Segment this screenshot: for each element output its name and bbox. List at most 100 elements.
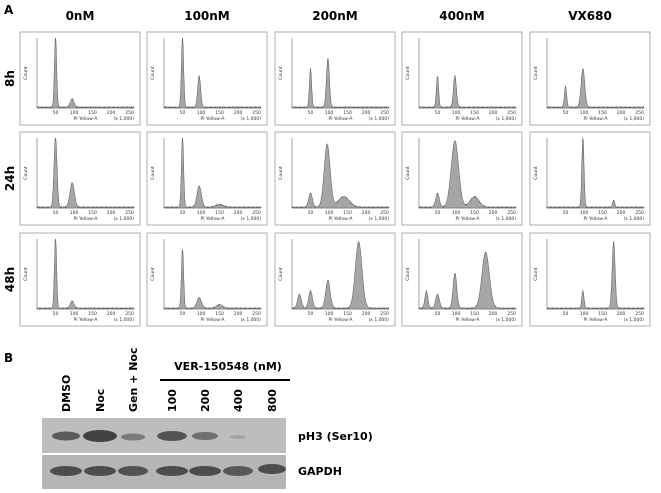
y-axis-label: Count (405, 66, 411, 80)
histogram-panel: 50 100 150 200 250 PI Yellow-A (x 1,000) Count (401, 31, 523, 126)
x-tick-label: 250 (380, 210, 389, 216)
x-scale-note: (x 1,000) (241, 317, 262, 323)
column-header: 0nM (66, 9, 95, 23)
x-tick-label: 50 (180, 311, 186, 317)
x-scale-note: (x 1,000) (496, 317, 517, 323)
x-tick-label: 250 (507, 311, 516, 317)
x-tick-label: 100 (452, 210, 461, 216)
x-tick-label: 50 (563, 311, 569, 317)
x-tick-label: 100 (580, 210, 589, 216)
panel-frame (19, 131, 141, 226)
blot-label: pH3 (Ser10) (298, 430, 373, 443)
x-scale-note: (x 1,000) (241, 116, 262, 122)
x-axis-label: PI Yellow-A (201, 216, 226, 222)
histogram-panel: 50 100 150 200 250 PI Yellow-A (x 1,000) Count (529, 31, 651, 126)
x-tick-label: 50 (308, 110, 314, 116)
y-axis-label: Count (533, 267, 539, 281)
panel-frame (401, 232, 523, 327)
panel-frame (529, 31, 651, 126)
x-tick-label: 200 (489, 110, 498, 116)
x-tick-label: 100 (70, 210, 79, 216)
histogram (418, 140, 517, 209)
x-tick-label: 50 (435, 110, 441, 116)
row-header: 24h (3, 166, 17, 191)
histogram (418, 75, 517, 109)
y-axis-label: Count (150, 267, 156, 281)
panel-frame (529, 131, 651, 226)
x-tick-label: 250 (635, 210, 644, 216)
histogram (36, 37, 135, 109)
x-scale-note: (x 1,000) (369, 317, 390, 323)
x-tick-label: 250 (252, 110, 261, 116)
histogram-panel: 50 100 150 200 250 PI Yellow-A (x 1,000) Count (146, 131, 268, 226)
panel-frame (19, 31, 141, 126)
histogram (546, 241, 645, 310)
row-header: 48h (3, 267, 17, 292)
x-tick-label: 50 (53, 210, 59, 216)
panel-frame (274, 31, 396, 126)
x-tick-label: 250 (125, 110, 134, 116)
histogram-panel: 50 100 150 200 250 PI Yellow-A (x 1,000) Count (19, 131, 141, 226)
x-axis-label: PI Yellow-A (74, 216, 99, 222)
lane-label: Noc (94, 389, 107, 412)
x-tick-label: 200 (107, 311, 116, 317)
x-scale-note: (x 1,000) (624, 216, 645, 222)
histogram-panel: 50 100 150 200 250 PI Yellow-A (x 1,000) Count (274, 131, 396, 226)
x-axis-label: PI Yellow-A (584, 317, 609, 323)
x-tick-label: 100 (452, 110, 461, 116)
histogram-panel: 50 100 150 200 250 PI Yellow-A (x 1,000) Count (401, 131, 523, 226)
lane-label: 400 (232, 389, 245, 412)
y-axis-label: Count (533, 166, 539, 180)
x-tick-label: 200 (489, 311, 498, 317)
x-axis-label: PI Yellow-A (456, 317, 481, 323)
x-tick-label: 100 (580, 110, 589, 116)
x-tick-label: 250 (252, 311, 261, 317)
x-tick-label: 100 (70, 311, 79, 317)
x-tick-label: 100 (197, 110, 206, 116)
lane-label: 800 (266, 389, 279, 412)
histogram (36, 137, 135, 209)
histogram (36, 238, 135, 310)
x-tick-label: 100 (197, 210, 206, 216)
bands (50, 430, 286, 476)
histogram (291, 240, 390, 310)
histogram (163, 249, 262, 310)
histogram-panel: 50 100 150 200 250 PI Yellow-A (x 1,000) Count (146, 232, 268, 327)
row-header: 8h (3, 70, 17, 87)
panel-label: A (4, 3, 14, 17)
panel-frame (401, 131, 523, 226)
x-tick-label: 150 (88, 210, 97, 216)
x-axis-label: PI Yellow-A (329, 317, 354, 323)
panel-frame (146, 232, 268, 327)
x-scale-note: (x 1,000) (624, 317, 645, 323)
x-scale-note: (x 1,000) (496, 216, 517, 222)
x-tick-label: 250 (507, 210, 516, 216)
x-axis-label: PI Yellow-A (329, 116, 354, 122)
treatment-label: VER-150548 (nM) (174, 360, 282, 373)
x-tick-label: 50 (180, 210, 186, 216)
x-tick-label: 50 (180, 110, 186, 116)
x-tick-label: 200 (362, 110, 371, 116)
x-scale-note: (x 1,000) (114, 116, 135, 122)
column-header: VX680 (568, 9, 612, 23)
x-tick-label: 150 (88, 110, 97, 116)
x-tick-label: 50 (53, 311, 59, 317)
x-axis-label: PI Yellow-A (329, 216, 354, 222)
y-axis-label: Count (405, 166, 411, 180)
x-tick-label: 50 (435, 311, 441, 317)
histogram (163, 37, 262, 109)
x-tick-label: 200 (617, 110, 626, 116)
x-tick-label: 150 (215, 110, 224, 116)
x-axis-label: PI Yellow-A (201, 116, 226, 122)
x-axis-label: PI Yellow-A (456, 116, 481, 122)
histogram-panel: 50 100 150 200 250 PI Yellow-A (x 1,000) Count (19, 31, 141, 126)
x-scale-note: (x 1,000) (241, 216, 262, 222)
x-axis-label: PI Yellow-A (201, 317, 226, 323)
x-tick-label: 100 (70, 110, 79, 116)
y-axis-label: Count (278, 166, 284, 180)
x-tick-label: 50 (563, 210, 569, 216)
y-axis-label: Count (278, 267, 284, 281)
x-scale-note: (x 1,000) (369, 216, 390, 222)
x-tick-label: 250 (125, 311, 134, 317)
